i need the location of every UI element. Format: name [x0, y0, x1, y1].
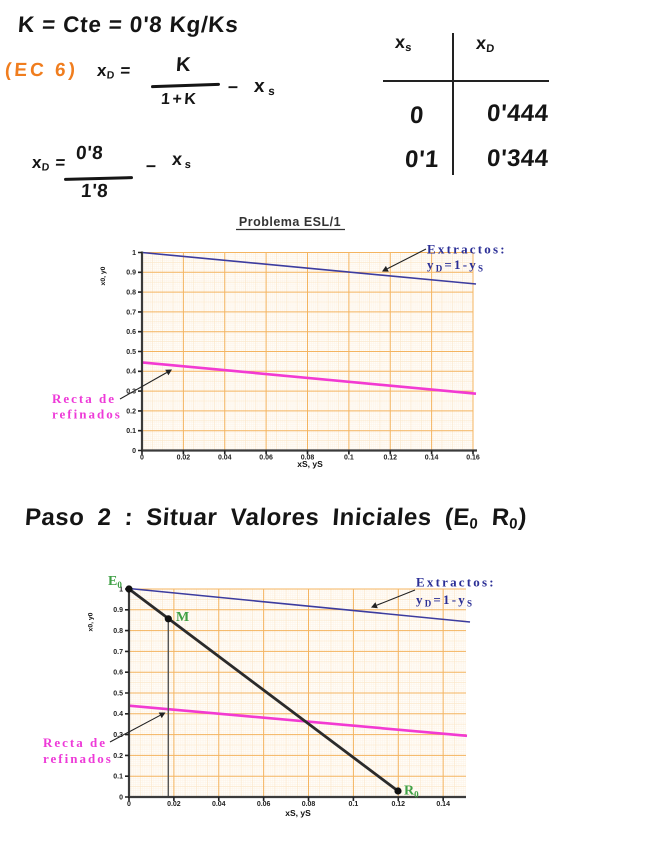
- svg-text:refinados: refinados: [43, 751, 113, 766]
- svg-text:x0, y0: x0, y0: [88, 612, 95, 631]
- svg-text:0.7: 0.7: [126, 309, 136, 316]
- svg-text:0.4: 0.4: [126, 369, 136, 376]
- svg-text:0.16: 0.16: [466, 455, 480, 462]
- svg-text:0.2: 0.2: [113, 753, 123, 760]
- svg-text:0.02: 0.02: [167, 801, 181, 808]
- svg-text:Recta de: Recta de: [52, 391, 116, 406]
- svg-text:1: 1: [119, 586, 123, 593]
- svg-text:0.14: 0.14: [436, 801, 450, 808]
- svg-text:Recta de: Recta de: [43, 735, 107, 750]
- svg-text:0.12: 0.12: [391, 801, 405, 808]
- svg-text:0.14: 0.14: [425, 455, 439, 462]
- svg-text:0.06: 0.06: [257, 801, 271, 808]
- svg-text:0.12: 0.12: [383, 455, 397, 462]
- svg-text:0.2: 0.2: [126, 408, 136, 415]
- svg-text:M: M: [176, 610, 189, 625]
- svg-text:0.1: 0.1: [126, 428, 136, 435]
- svg-text:0.7: 0.7: [113, 649, 123, 656]
- svg-text:1: 1: [132, 250, 136, 257]
- svg-text:E0: E0: [108, 574, 122, 590]
- svg-text:0.04: 0.04: [212, 801, 226, 808]
- svg-text:0.4: 0.4: [113, 711, 123, 718]
- svg-text:0.3: 0.3: [113, 732, 123, 739]
- svg-text:refinados: refinados: [52, 407, 122, 422]
- svg-text:0.1: 0.1: [113, 774, 123, 781]
- svg-text:xS, yS: xS, yS: [297, 459, 323, 469]
- svg-text:Extractos:: Extractos:: [416, 575, 496, 590]
- svg-text:0.8: 0.8: [126, 290, 136, 297]
- svg-text:0.08: 0.08: [302, 801, 316, 808]
- svg-text:xS, yS: xS, yS: [285, 808, 311, 818]
- svg-text:x0, y0: x0, y0: [100, 266, 107, 285]
- svg-text:0.6: 0.6: [113, 670, 123, 677]
- svg-text:0.1: 0.1: [344, 455, 354, 462]
- svg-text:0.9: 0.9: [126, 270, 136, 277]
- svg-text:0: 0: [132, 448, 136, 455]
- svg-text:0: 0: [119, 794, 123, 801]
- svg-text:0.5: 0.5: [113, 690, 123, 697]
- svg-text:0.04: 0.04: [218, 455, 232, 462]
- svg-text:0.02: 0.02: [177, 455, 191, 462]
- svg-text:0.3: 0.3: [126, 389, 136, 396]
- svg-text:Problema ESL/1: Problema ESL/1: [239, 215, 341, 229]
- svg-text:0.08: 0.08: [301, 455, 315, 462]
- svg-text:0.9: 0.9: [113, 607, 123, 614]
- svg-text:0.5: 0.5: [126, 349, 136, 356]
- svg-text:0.8: 0.8: [113, 628, 123, 635]
- svg-text:0.06: 0.06: [259, 455, 273, 462]
- svg-text:0.1: 0.1: [349, 801, 359, 808]
- svg-text:0: 0: [127, 801, 131, 808]
- svg-text:0.6: 0.6: [126, 329, 136, 336]
- svg-text:Extractos:: Extractos:: [427, 242, 507, 257]
- svg-text:0: 0: [140, 455, 144, 462]
